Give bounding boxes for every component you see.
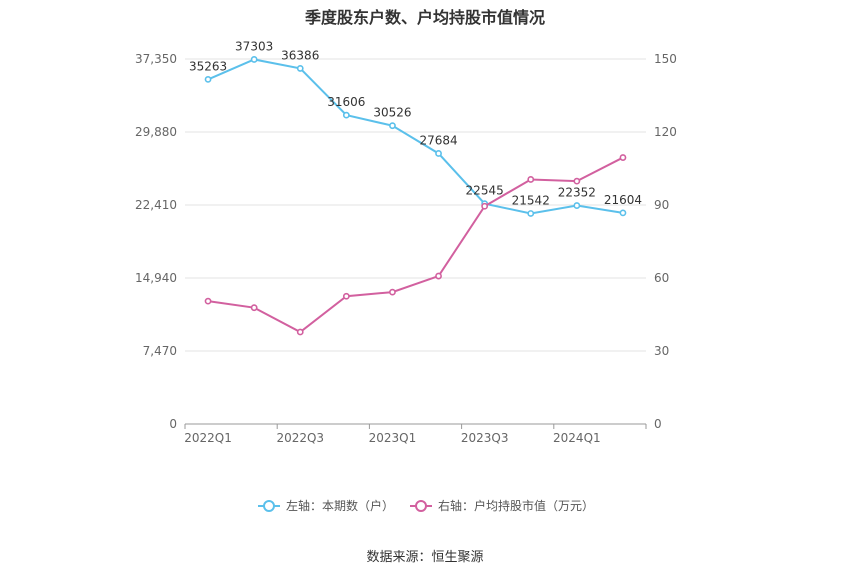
legend-marker-icon [415, 500, 427, 512]
avg-holding-value-point [204, 297, 212, 305]
left-axis-tick-label: 37,350 [135, 52, 177, 66]
source-note: 数据来源：恒生聚源 [366, 550, 484, 565]
legend-label: 左轴：本期数（户） [286, 498, 394, 513]
series [204, 56, 627, 336]
left-axis-tick-label: 0 [169, 417, 177, 431]
data-label: 31606 [327, 95, 365, 109]
data-label: 30526 [373, 106, 411, 120]
left-axis-tick-label: 22,410 [135, 198, 177, 212]
avg-holding-value-point [250, 304, 258, 312]
right-axis-tick-label: 60 [654, 271, 669, 285]
x-axis-tick-label: 2023Q3 [461, 431, 509, 445]
right-axis-tick-label: 0 [654, 417, 662, 431]
data-label: 36386 [281, 48, 319, 62]
legend-item: 左轴：本期数（户） [258, 498, 394, 513]
legend: 左轴：本期数（户） 右轴：户均持股市值（万元） [258, 498, 594, 513]
data-label: 27684 [419, 133, 457, 147]
legend-marker-icon [263, 500, 275, 512]
left-axis-tick-label: 7,470 [143, 344, 177, 358]
data-label: 37303 [235, 39, 273, 53]
avg-holding-value-point [481, 202, 489, 210]
x-axis-tick-label: 2024Q1 [553, 431, 601, 445]
avg-holding-value-point [435, 272, 442, 280]
shareholder-count-point [250, 56, 258, 63]
shareholder-count-point [573, 202, 581, 209]
x-axis-tick-label: 2022Q1 [184, 431, 232, 445]
right-axis-tick-label: 120 [654, 125, 677, 139]
avg-holding-value-point [619, 154, 627, 161]
data-label: 35263 [189, 59, 227, 73]
right-axis-tick-label: 30 [654, 344, 669, 358]
data-label: 21542 [512, 193, 550, 207]
avg-holding-value-point [342, 292, 350, 300]
axes: 0 0 7,470 30 14,940 60 22,410 90 29,880 120 37,350… [135, 52, 677, 445]
shareholder-count-point [619, 209, 627, 217]
right-axis-tick-label: 150 [654, 52, 677, 66]
legend-item: 右轴：户均持股市值（万元） [410, 498, 594, 513]
data-label: 22545 [466, 184, 504, 198]
avg-holding-value-point [527, 176, 535, 183]
chart-title: 季度股东户数、户均持股市值情况 [304, 8, 545, 27]
shareholder-count-point [389, 122, 396, 130]
data-label: 21604 [604, 193, 642, 207]
avg-holding-value-point [573, 177, 581, 185]
avg-holding-value-line [207, 156, 624, 334]
avg-holding-value-point [296, 328, 304, 336]
left-axis-tick-label: 14,940 [135, 271, 177, 285]
shareholder-count-point [527, 210, 535, 217]
data-labels: 35263 37303 36386 31606 30526 27684 22545 21542… [189, 39, 642, 207]
shareholder-count-point [204, 75, 212, 83]
x-axis-tick-label: 2022Q3 [276, 431, 324, 445]
legend-label: 右轴：户均持股市值（万元） [438, 498, 594, 513]
grid-lines [185, 58, 646, 352]
shareholder-count-point [296, 65, 304, 72]
right-axis-tick-label: 90 [654, 198, 669, 212]
avg-holding-value-point [389, 288, 396, 296]
left-axis-tick-label: 29,880 [135, 125, 177, 139]
data-label: 22352 [558, 186, 596, 200]
shareholder-count-point [342, 111, 350, 119]
shareholder-count-point [435, 150, 442, 157]
x-axis-tick-label: 2023Q1 [369, 431, 417, 445]
shareholder-count-line [207, 58, 624, 215]
